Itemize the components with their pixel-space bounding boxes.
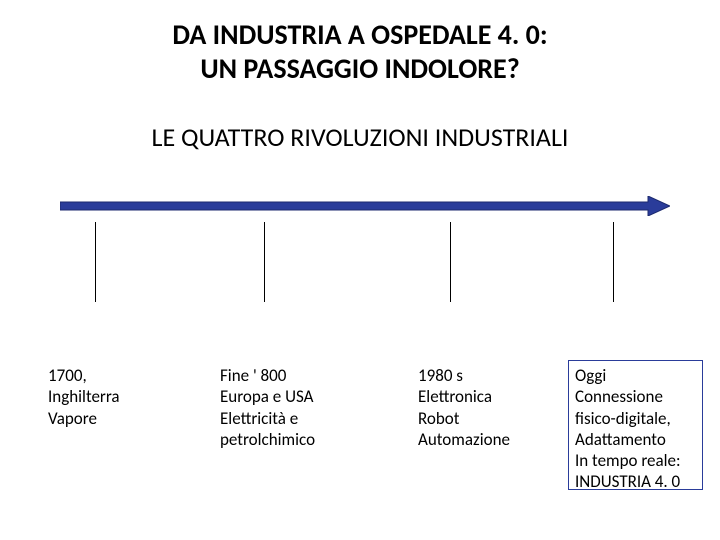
tick-2	[450, 222, 451, 302]
title-block: DA INDUSTRIA A OSPEDALE 4. 0: UN PASSAGG…	[0, 0, 720, 85]
revolution-1-line-1: Europa e USA	[220, 386, 380, 407]
revolution-2-line-1: Elettronica	[418, 386, 568, 407]
title-line-2: UN PASSAGGIO INDOLORE?	[0, 52, 720, 86]
tick-1	[264, 222, 265, 302]
revolution-1-line-3: petrolchimico	[220, 429, 380, 450]
title-line-1: DA INDUSTRIA A OSPEDALE 4. 0:	[0, 18, 720, 52]
revolution-2-line-3: Automazione	[418, 429, 568, 450]
revolution-0: 1700,InghilterraVapore	[48, 365, 188, 429]
revolution-0-line-1: Inghilterra	[48, 386, 188, 407]
revolution-2-line-2: Robot	[418, 408, 568, 429]
timeline-arrow	[60, 196, 670, 216]
tick-0	[95, 222, 96, 302]
revolution-0-line-0: 1700,	[48, 365, 188, 386]
revolution-0-line-2: Vapore	[48, 408, 188, 429]
subtitle: LE QUATTRO RIVOLUZIONI INDUSTRIALI	[0, 121, 720, 153]
timeline-ticks	[0, 220, 720, 320]
revolution-2-line-0: 1980 s	[418, 365, 568, 386]
revolution-1: Fine ' 800Europa e USAElettricità epetro…	[220, 365, 380, 450]
revolution-1-line-2: Elettricità e	[220, 408, 380, 429]
tick-3	[613, 222, 614, 302]
revolution-2: 1980 sElettronicaRobotAutomazione	[418, 365, 568, 450]
highlight-box	[568, 360, 703, 490]
revolution-1-line-0: Fine ' 800	[220, 365, 380, 386]
